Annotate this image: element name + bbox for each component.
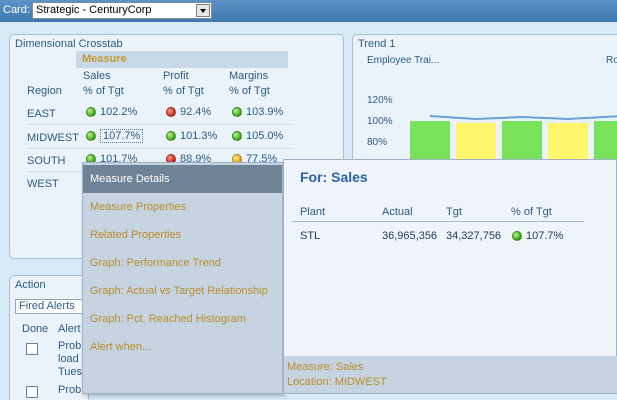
y-tick-label: 120% [367,95,393,106]
alert-item[interactable]: Probl load Tues [58,340,84,379]
details-tgt: 34,327,756 [446,230,502,242]
column-header-line2: % of Tgt [83,85,124,97]
done-column-header: Done [22,323,49,335]
cell-value: 101.3% [180,130,218,142]
details-actual: 36,965,356 [382,230,438,242]
cell-value: 103.9% [246,106,284,118]
menu-item-measure-properties[interactable]: Measure Properties [90,201,186,213]
menu-item-related-properties[interactable]: Related Properties [90,229,182,241]
cell-value-selected: 107.7% [100,129,144,143]
menu-item-alert-when[interactable]: Alert when... [90,341,152,353]
alert-text-line: Tues [58,366,83,378]
details-header-plant: Plant [300,206,326,218]
row-label-south[interactable]: SOUTH [27,155,66,167]
trend-chart-title: Employee Trai... [367,55,440,66]
alert-text-line: Probl [58,340,84,352]
column-header-margins[interactable]: Margins % of Tgt [229,69,270,99]
trend-title: Trend 1 [358,38,396,50]
status-green-icon [232,107,242,117]
details-plant: STL [300,230,321,242]
status-green-icon [232,131,242,141]
action-title: Action [15,279,46,291]
cell-value: 92.4% [180,106,212,118]
row-divider [27,148,292,149]
y-tick-label: 80% [367,137,388,148]
trend-bar[interactable] [548,123,588,161]
column-header-line2: % of Tgt [229,85,270,97]
column-header-line2: % of Tgt [163,85,204,97]
trend-bar[interactable] [410,121,450,161]
status-red-icon [166,107,176,117]
cell-value: 102.2% [100,106,138,118]
status-green-icon [166,131,176,141]
column-header-line1: Sales [83,70,111,82]
details-footer: Measure: Sales Location: MIDWEST [284,356,617,393]
column-header-sales[interactable]: Sales % of Tgt [83,69,124,99]
alert-item[interactable]: Probl [58,384,84,396]
alert-column-header: Alert [58,323,81,335]
details-header-pct: % of Tgt [511,206,552,218]
chevron-down-icon[interactable] [196,4,210,17]
details-pct-cell: 107.7% [512,230,563,242]
row-label-midwest[interactable]: MIDWEST [27,132,79,144]
card-select-value: Strategic - CenturyCorp [36,4,152,16]
trend-bar[interactable] [502,121,542,161]
trend-bar[interactable] [456,123,496,161]
card-label: Card: [3,4,30,16]
crosstab-title: Dimensional Crosstab [15,38,123,50]
region-header: Region [27,85,62,97]
cell-midwest-margins[interactable]: 105.0% [232,130,283,142]
row-label-east[interactable]: EAST [27,108,56,120]
details-divider [292,221,584,222]
action-panel: Action Fired Alerts Done Alert Probl loa… [9,275,89,400]
status-green-icon [512,231,522,241]
details-header-actual: Actual [382,206,413,218]
status-green-icon [86,131,96,141]
menu-item-graph-performance-trend[interactable]: Graph: Performance Trend [90,257,221,269]
cell-east-margins[interactable]: 103.9% [232,106,283,118]
trend-chart-title-2: Ro [606,55,617,66]
column-header-profit[interactable]: Profit % of Tgt [163,69,204,99]
alert-filter-select[interactable]: Fired Alerts [15,299,87,314]
card-select[interactable]: Strategic - CenturyCorp [32,2,212,19]
cell-east-profit[interactable]: 92.4% [166,106,211,118]
measure-header: Measure [76,51,288,68]
measure-details-panel: For: Sales Plant Actual Tgt % of Tgt STL… [283,159,617,394]
details-pct: 107.7% [526,230,564,242]
context-menu: Measure Details Measure Properties Relat… [82,162,283,394]
done-checkbox[interactable] [26,386,38,398]
row-divider [27,124,292,125]
trend-bar[interactable] [594,121,617,161]
menu-item-graph-histogram[interactable]: Graph: Pct. Reached Histogram [90,313,246,325]
cell-midwest-sales[interactable]: 107.7% [86,129,144,143]
top-bar: Card: Strategic - CenturyCorp [0,0,617,22]
row-label-west[interactable]: WEST [27,178,59,190]
details-title: For: Sales [300,169,368,185]
column-header-line1: Margins [229,70,269,82]
column-header-line1: Profit [163,70,189,82]
trend-line [429,115,617,121]
alert-text-line: load [58,353,79,365]
menu-item-measure-details[interactable]: Measure Details [83,165,282,193]
status-green-icon [86,107,96,117]
footer-measure: Measure: Sales [287,361,364,373]
footer-location: Location: MIDWEST [287,376,387,388]
details-header-tgt: Tgt [446,206,462,218]
cell-east-sales[interactable]: 102.2% [86,106,137,118]
cell-midwest-profit[interactable]: 101.3% [166,130,217,142]
y-tick-label: 100% [367,116,393,127]
done-checkbox[interactable] [26,343,38,355]
menu-item-graph-actual-vs-target[interactable]: Graph: Actual vs Target Relationship [90,285,268,297]
cell-value: 105.0% [246,130,284,142]
